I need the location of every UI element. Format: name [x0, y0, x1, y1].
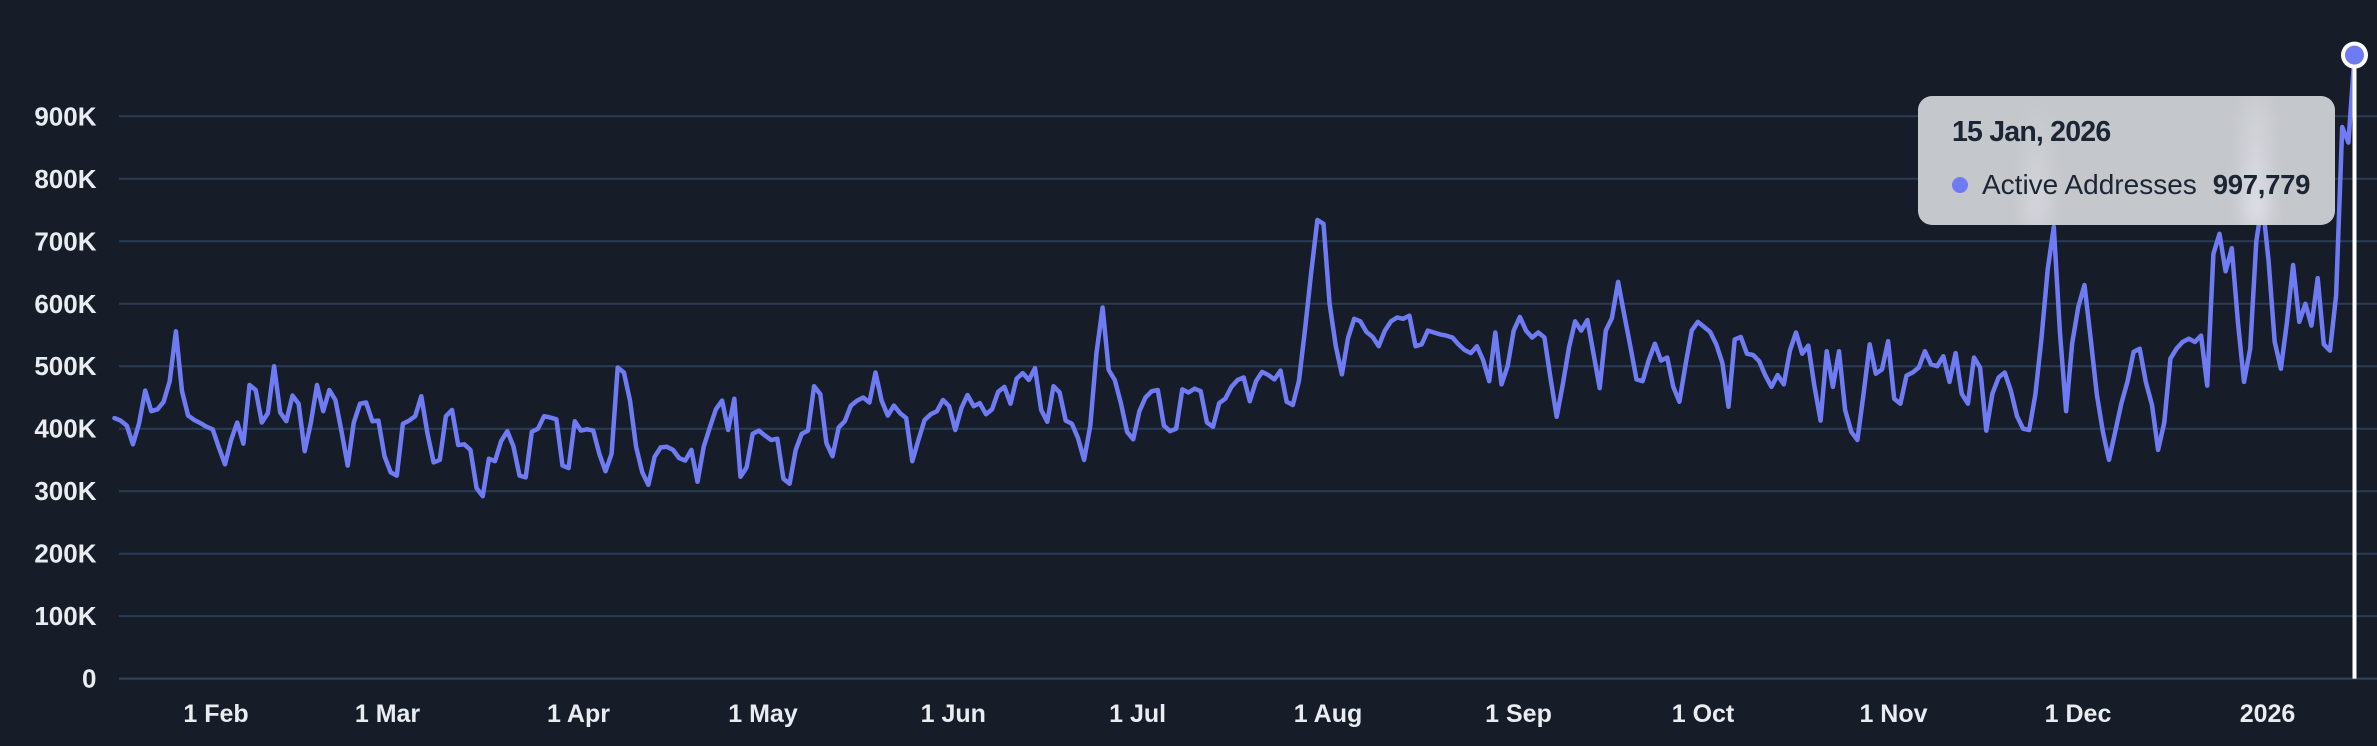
svg-text:900K: 900K — [34, 101, 96, 131]
svg-text:1 Sep: 1 Sep — [1485, 700, 1552, 728]
svg-text:100K: 100K — [34, 601, 96, 631]
svg-text:2026: 2026 — [2240, 700, 2296, 728]
svg-text:500K: 500K — [34, 351, 96, 381]
svg-text:1 May: 1 May — [728, 700, 798, 728]
svg-text:300K: 300K — [34, 476, 96, 506]
svg-text:1 Aug: 1 Aug — [1294, 700, 1363, 728]
svg-text:1 Apr: 1 Apr — [547, 700, 610, 728]
svg-text:400K: 400K — [34, 414, 96, 444]
svg-text:1 Oct: 1 Oct — [1672, 700, 1735, 728]
svg-text:1 Nov: 1 Nov — [1859, 700, 1927, 728]
svg-text:600K: 600K — [34, 289, 96, 319]
svg-text:0: 0 — [82, 664, 96, 694]
svg-text:1 Mar: 1 Mar — [355, 700, 421, 728]
svg-text:700K: 700K — [34, 226, 96, 256]
svg-text:800K: 800K — [34, 164, 96, 194]
svg-text:1 Jun: 1 Jun — [921, 700, 986, 728]
svg-text:1 Jul: 1 Jul — [1109, 700, 1166, 728]
svg-text:1 Dec: 1 Dec — [2045, 700, 2112, 728]
svg-text:1 Feb: 1 Feb — [183, 700, 248, 728]
svg-text:200K: 200K — [34, 539, 96, 569]
